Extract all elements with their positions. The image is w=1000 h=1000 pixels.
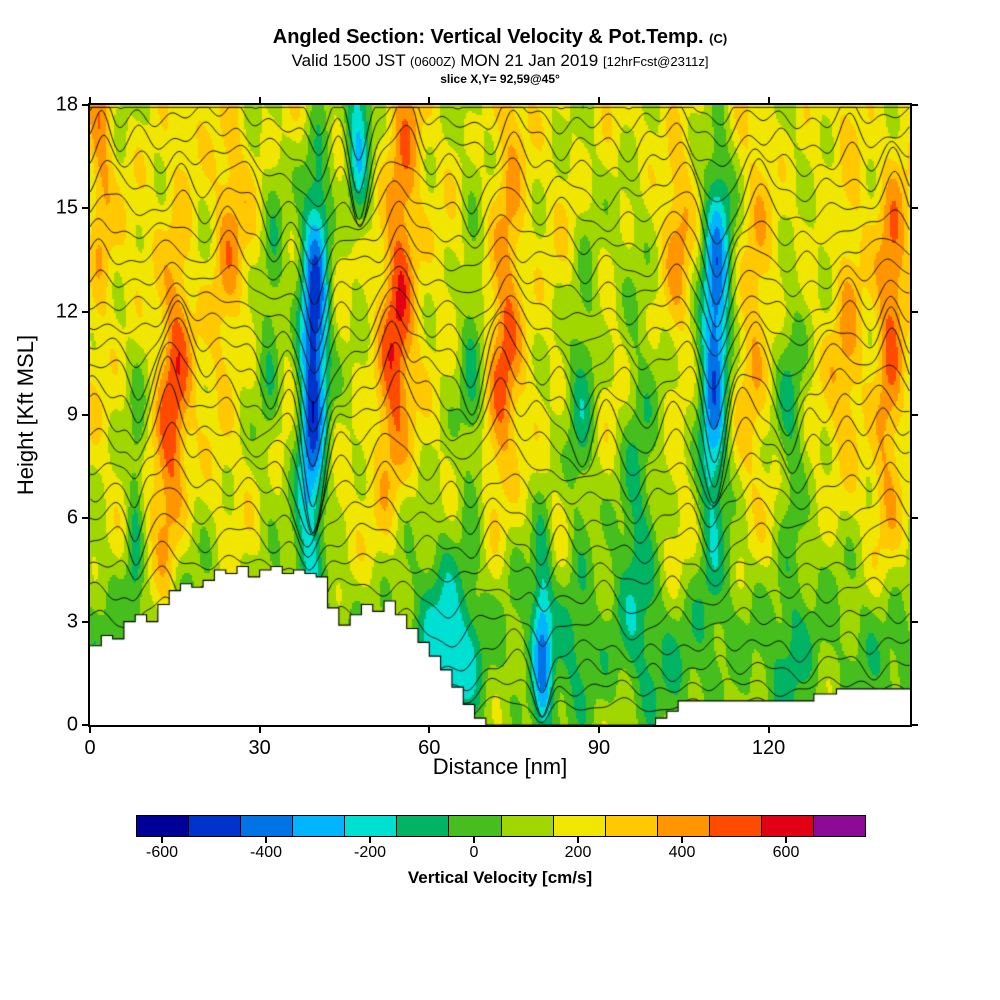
- y-tick-mark: [82, 310, 90, 313]
- colorbar-tick-label: -600: [145, 844, 179, 861]
- y-tick-mark-right: [910, 620, 918, 623]
- y-tick-label: 3: [66, 610, 78, 633]
- y-tick-mark-right: [910, 724, 918, 726]
- valid-utc: (0600Z): [410, 54, 456, 69]
- y-tick-mark: [82, 620, 90, 623]
- forecast-tag: [12hrFcst@2311z]: [602, 54, 709, 69]
- x-tick-mark-top: [767, 97, 770, 105]
- colorbar-tick-label: -400: [249, 844, 283, 861]
- colorbar-tick-mark: [785, 837, 787, 843]
- colorbar-segment: [604, 816, 657, 836]
- colorbar-segment: [188, 816, 241, 836]
- y-tick-mark: [82, 414, 90, 416]
- x-tick-mark: [258, 725, 261, 733]
- valid-time-line: Valid 1500 JST (0600Z) MON 21 Jan 2019 […: [0, 51, 1000, 71]
- x-tick-mark-top: [258, 97, 261, 105]
- colorbar-tick-label: 400: [668, 844, 696, 861]
- x-tick-mark: [597, 725, 600, 733]
- y-tick-label: 15: [55, 196, 78, 219]
- y-tick-mark-right: [910, 517, 918, 520]
- colorbar-segment: [500, 816, 553, 836]
- x-tick-label: 60: [418, 737, 441, 759]
- colorbar: [136, 815, 866, 837]
- y-tick-label: 12: [55, 300, 78, 323]
- colorbar-tick-mark: [369, 837, 371, 843]
- slice-label: slice X,Y= 92,59@45°: [440, 72, 560, 86]
- colorbar-segment: [240, 816, 293, 836]
- colorbar-tick-mark: [577, 837, 579, 843]
- y-tick-label: 6: [66, 506, 78, 529]
- y-tick-mark-right: [910, 310, 918, 313]
- x-tick-mark-top: [597, 97, 600, 105]
- y-tick-label: 0: [66, 713, 78, 736]
- colorbar-tick-mark: [161, 837, 163, 843]
- plot-frame: [88, 103, 912, 727]
- y-tick-mark: [82, 724, 90, 726]
- x-tick-mark: [767, 725, 770, 733]
- valid-prefix: Valid 1500 JST: [291, 51, 406, 70]
- y-axis-title: Height [Kft MSL]: [13, 334, 38, 496]
- colorbar-tick-mark: [681, 837, 683, 843]
- y-tick-mark: [82, 517, 90, 520]
- title-unit: (C): [709, 31, 728, 46]
- colorbar-caption: Vertical Velocity [cm/s]: [407, 868, 593, 887]
- colorbar-tick-mark: [473, 837, 475, 843]
- valid-date: MON 21 Jan 2019: [460, 51, 599, 70]
- page-title: Angled Section: Vertical Velocity & Pot.…: [0, 26, 1000, 49]
- cross-section-canvas: [90, 105, 910, 725]
- y-tick-mark-right: [910, 414, 918, 416]
- title-text: Angled Section: Vertical Velocity & Pot.…: [272, 26, 704, 48]
- colorbar-segment: [137, 816, 189, 836]
- colorbar-segment: [552, 816, 605, 836]
- colorbar-segment: [813, 816, 866, 836]
- y-tick-label: 18: [55, 93, 78, 116]
- y-tick-mark-right: [910, 207, 918, 210]
- colorbar-segment: [292, 816, 345, 836]
- y-tick-mark-right: [910, 104, 918, 106]
- colorbar-segment: [760, 816, 814, 836]
- colorbar-segment: [396, 816, 449, 836]
- x-tick-mark: [89, 725, 91, 733]
- colorbar-tick-label: 200: [564, 844, 592, 861]
- colorbar-tick-label: 600: [772, 844, 800, 861]
- x-axis-title: Distance [nm]: [432, 754, 568, 779]
- colorbar-segment: [708, 816, 761, 836]
- y-tick-mark: [82, 207, 90, 210]
- x-tick-mark-top: [89, 97, 91, 105]
- colorbar-segment: [448, 816, 501, 836]
- colorbar-segment: [344, 816, 397, 836]
- colorbar-tick-label: 0: [469, 844, 479, 861]
- x-tick-label: 30: [248, 737, 271, 759]
- x-tick-label: 0: [84, 737, 96, 759]
- colorbar-tick-mark: [265, 837, 267, 843]
- colorbar-segment: [656, 816, 709, 836]
- colorbar-tick-label: -200: [353, 844, 387, 861]
- y-tick-mark: [82, 104, 90, 106]
- x-tick-label: 120: [751, 737, 786, 759]
- x-tick-mark-top: [428, 97, 431, 105]
- y-tick-label: 9: [66, 403, 78, 426]
- x-tick-mark: [428, 725, 431, 733]
- x-tick-label: 90: [587, 737, 611, 759]
